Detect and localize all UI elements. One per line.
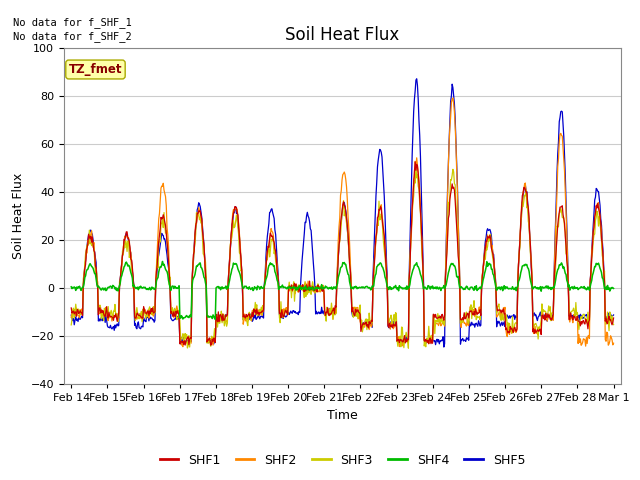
SHF5 bbox=[440, 344, 448, 350]
Text: No data for f_SHF_2: No data for f_SHF_2 bbox=[13, 31, 132, 42]
Text: TZ_fmet: TZ_fmet bbox=[68, 63, 122, 76]
SHF3 bbox=[67, 322, 75, 328]
SHF3 bbox=[404, 345, 412, 351]
SHF2 bbox=[425, 341, 433, 347]
SHF3 bbox=[426, 335, 433, 341]
SHF2 bbox=[610, 340, 618, 346]
SHF5 bbox=[67, 312, 75, 318]
SHF4 bbox=[426, 285, 433, 290]
SHF5 bbox=[413, 76, 420, 82]
SHF4 bbox=[133, 285, 141, 290]
SHF3 bbox=[217, 316, 225, 322]
SHF3 bbox=[77, 311, 85, 317]
Line: SHF3: SHF3 bbox=[71, 167, 614, 348]
SHF5 bbox=[425, 340, 433, 346]
SHF3 bbox=[188, 281, 196, 287]
SHF4 bbox=[218, 284, 226, 289]
Line: SHF4: SHF4 bbox=[71, 262, 614, 319]
SHF2 bbox=[409, 194, 417, 200]
SHF1 bbox=[412, 159, 419, 165]
SHF4 bbox=[67, 284, 75, 290]
SHF3 bbox=[610, 322, 618, 327]
SHF4 bbox=[610, 286, 618, 291]
Legend: SHF1, SHF2, SHF3, SHF4, SHF5: SHF1, SHF2, SHF3, SHF4, SHF5 bbox=[154, 449, 531, 472]
SHF5 bbox=[188, 279, 196, 285]
SHF3 bbox=[133, 305, 141, 311]
Text: No data for f_SHF_1: No data for f_SHF_1 bbox=[13, 17, 132, 28]
Line: SHF2: SHF2 bbox=[71, 98, 614, 347]
SHF4 bbox=[211, 316, 219, 322]
SHF2 bbox=[179, 344, 187, 349]
SHF1 bbox=[610, 315, 618, 321]
Y-axis label: Soil Heat Flux: Soil Heat Flux bbox=[12, 173, 25, 259]
SHF5 bbox=[217, 314, 225, 320]
SHF1 bbox=[77, 310, 85, 315]
SHF2 bbox=[449, 95, 457, 101]
X-axis label: Time: Time bbox=[327, 408, 358, 421]
SHF1 bbox=[426, 336, 433, 342]
SHF2 bbox=[133, 316, 141, 322]
SHF3 bbox=[409, 200, 417, 205]
SHF1 bbox=[188, 283, 196, 289]
SHF4 bbox=[410, 265, 417, 271]
Line: SHF1: SHF1 bbox=[71, 162, 614, 345]
SHF2 bbox=[67, 314, 75, 320]
SHF2 bbox=[189, 265, 196, 271]
SHF5 bbox=[133, 326, 141, 332]
SHF1 bbox=[409, 192, 417, 198]
SHF4 bbox=[159, 259, 166, 264]
SHF1 bbox=[133, 311, 141, 317]
SHF1 bbox=[67, 305, 75, 311]
SHF1 bbox=[207, 342, 214, 348]
SHF4 bbox=[189, 277, 196, 283]
SHF1 bbox=[218, 313, 225, 319]
Line: SHF5: SHF5 bbox=[71, 79, 614, 347]
SHF4 bbox=[77, 288, 85, 293]
SHF2 bbox=[218, 317, 225, 323]
SHF3 bbox=[412, 164, 420, 169]
SHF2 bbox=[77, 311, 85, 317]
SHF5 bbox=[408, 152, 416, 157]
SHF5 bbox=[77, 314, 85, 320]
Title: Soil Heat Flux: Soil Heat Flux bbox=[285, 25, 399, 44]
SHF5 bbox=[610, 312, 618, 318]
